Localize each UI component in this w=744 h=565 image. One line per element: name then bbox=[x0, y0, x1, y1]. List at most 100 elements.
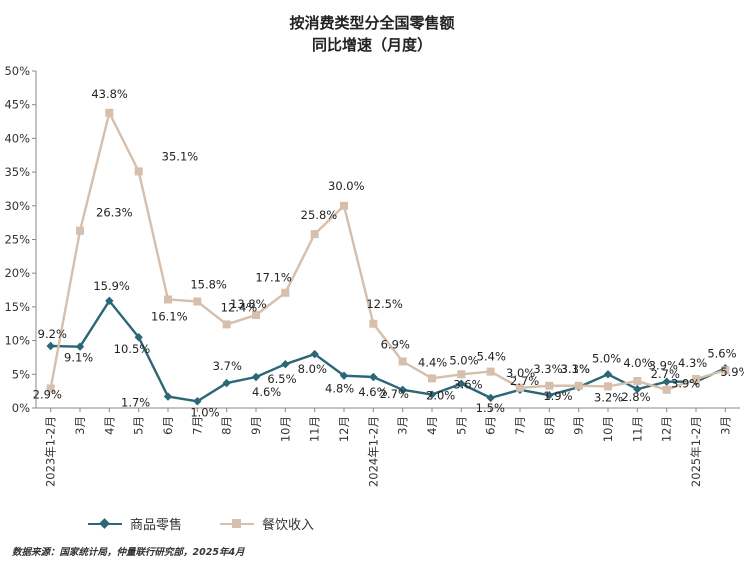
retail-point bbox=[398, 385, 407, 395]
retail-data-label: 1.5% bbox=[476, 401, 505, 415]
catering-data-label: 2.7% bbox=[651, 367, 680, 381]
catering-data-label: 4.3% bbox=[678, 356, 707, 370]
x-tick-label: 10月 bbox=[278, 416, 292, 442]
y-tick-label: 50% bbox=[4, 64, 30, 78]
retail-data-label: 3.7% bbox=[213, 359, 242, 373]
retail-point bbox=[310, 349, 319, 359]
catering-point bbox=[486, 367, 495, 376]
x-tick-label: 8月 bbox=[542, 416, 556, 435]
retail-data-label: 4.8% bbox=[325, 382, 354, 396]
retail-point bbox=[251, 372, 261, 382]
retail-point bbox=[369, 372, 378, 382]
catering-data-label: 17.1% bbox=[255, 271, 292, 285]
retail-point bbox=[281, 359, 290, 369]
retail-data-label: 3.9% bbox=[649, 359, 678, 373]
x-tick-label: 12月 bbox=[660, 416, 674, 442]
retail-data-label: 2.8% bbox=[621, 390, 650, 404]
legend: 商品零售 餐饮收入 bbox=[88, 514, 342, 533]
catering-point bbox=[252, 310, 260, 319]
y-tick-label: 15% bbox=[4, 300, 30, 314]
catering-point bbox=[633, 377, 642, 386]
retail-point bbox=[193, 397, 202, 406]
catering-data-label: 3.2% bbox=[594, 390, 623, 404]
catering-point bbox=[428, 374, 436, 383]
y-tick-label: 25% bbox=[4, 233, 30, 247]
retail-point bbox=[134, 333, 143, 342]
x-tick-label: 5月 bbox=[454, 416, 468, 435]
catering-data-label: 30.0% bbox=[328, 179, 365, 193]
catering-data-label: 5.4% bbox=[477, 350, 506, 364]
series-line-retail bbox=[50, 299, 726, 403]
line-chart: 0% 5% 10% 15% 20% 25% 30% 35% 40% 45% 50% 2023年1-2月… bbox=[4, 64, 744, 487]
retail-data-label: 2.7% bbox=[380, 387, 409, 401]
retail-data-label: 1.7% bbox=[121, 396, 150, 410]
catering-data-label: 5.0% bbox=[449, 353, 478, 367]
x-tick-label: 8月 bbox=[220, 416, 234, 435]
catering-data-label: 2.9% bbox=[33, 387, 62, 401]
chart-title-line1: 按消费类型分全国零售额 bbox=[289, 14, 455, 32]
catering-point bbox=[369, 319, 378, 328]
catering-point bbox=[281, 288, 290, 297]
retail-point bbox=[545, 390, 554, 400]
retail-data-label: 1.9% bbox=[543, 389, 572, 403]
x-tick-label: 9月 bbox=[572, 416, 586, 435]
x-tick-label: 3月 bbox=[718, 416, 732, 435]
retail-point bbox=[46, 341, 55, 351]
retail-data-label: 15.9% bbox=[93, 279, 130, 293]
retail-point bbox=[427, 390, 437, 399]
catering-data-label: 3.3% bbox=[533, 362, 562, 376]
catering-point bbox=[105, 108, 114, 117]
x-tick-label: 2024年1-2月 bbox=[366, 416, 380, 487]
catering-point bbox=[164, 295, 172, 304]
catering-data-label: 5.6% bbox=[707, 346, 736, 360]
catering-point bbox=[134, 167, 143, 176]
retail-point bbox=[662, 377, 671, 386]
catering-data-label: 6.9% bbox=[381, 337, 410, 351]
retail-data-label: 3.1% bbox=[561, 362, 590, 376]
x-tick-label: 3月 bbox=[396, 416, 410, 435]
retail-point bbox=[222, 378, 231, 388]
legend-swatch-catering bbox=[220, 518, 255, 530]
y-tick-label: 10% bbox=[4, 334, 30, 348]
catering-data-label: 43.8% bbox=[91, 87, 128, 101]
catering-point bbox=[76, 226, 84, 235]
catering-data-label: 35.1% bbox=[162, 149, 199, 163]
retail-point bbox=[457, 379, 466, 388]
retail-point bbox=[163, 392, 173, 401]
catering-data-label: 3.0% bbox=[506, 366, 535, 380]
y-tick-label: 40% bbox=[4, 131, 30, 145]
retail-data-label: 1.0% bbox=[190, 405, 219, 419]
x-tick-label: 2023年1-2月 bbox=[44, 416, 58, 487]
catering-point bbox=[604, 382, 612, 391]
catering-data-label: 15.8% bbox=[190, 278, 227, 292]
retail-data-label: 8.0% bbox=[298, 362, 327, 376]
catering-point bbox=[721, 366, 730, 375]
catering-point bbox=[340, 201, 348, 210]
chart-title-line2: 同比增速（月度） bbox=[311, 36, 432, 54]
catering-point bbox=[222, 320, 231, 329]
x-tick-label: 2025年1-2月 bbox=[689, 416, 703, 487]
y-tick-label: 30% bbox=[4, 199, 30, 213]
x-tick-label: 9月 bbox=[249, 416, 263, 435]
catering-data-label: 4.4% bbox=[418, 355, 447, 369]
x-tick-label: 11月 bbox=[308, 416, 322, 442]
legend-item-retail: 商品零售 bbox=[88, 514, 182, 533]
series-line-catering bbox=[49, 111, 726, 392]
retail-data-label: 9.2% bbox=[38, 327, 67, 341]
retail-point bbox=[633, 384, 642, 394]
x-tick-label: 5月 bbox=[132, 416, 146, 435]
catering-point bbox=[398, 357, 407, 366]
retail-data-label: 10.5% bbox=[114, 342, 151, 356]
retail-point bbox=[603, 370, 613, 379]
x-tick-label: 6月 bbox=[161, 416, 175, 435]
retail-data-label: 4.6% bbox=[252, 385, 281, 399]
y-tick-label: 45% bbox=[4, 98, 30, 112]
retail-point bbox=[486, 393, 495, 403]
retail-data-label: 3.9% bbox=[671, 377, 700, 391]
x-tick-label: 4月 bbox=[102, 416, 116, 435]
catering-point bbox=[516, 383, 524, 392]
legend-label-retail: 商品零售 bbox=[130, 518, 183, 533]
x-tick-label: 4月 bbox=[425, 416, 439, 435]
y-tick-label: 20% bbox=[4, 266, 30, 280]
retail-data-label: 2.7% bbox=[510, 374, 539, 388]
